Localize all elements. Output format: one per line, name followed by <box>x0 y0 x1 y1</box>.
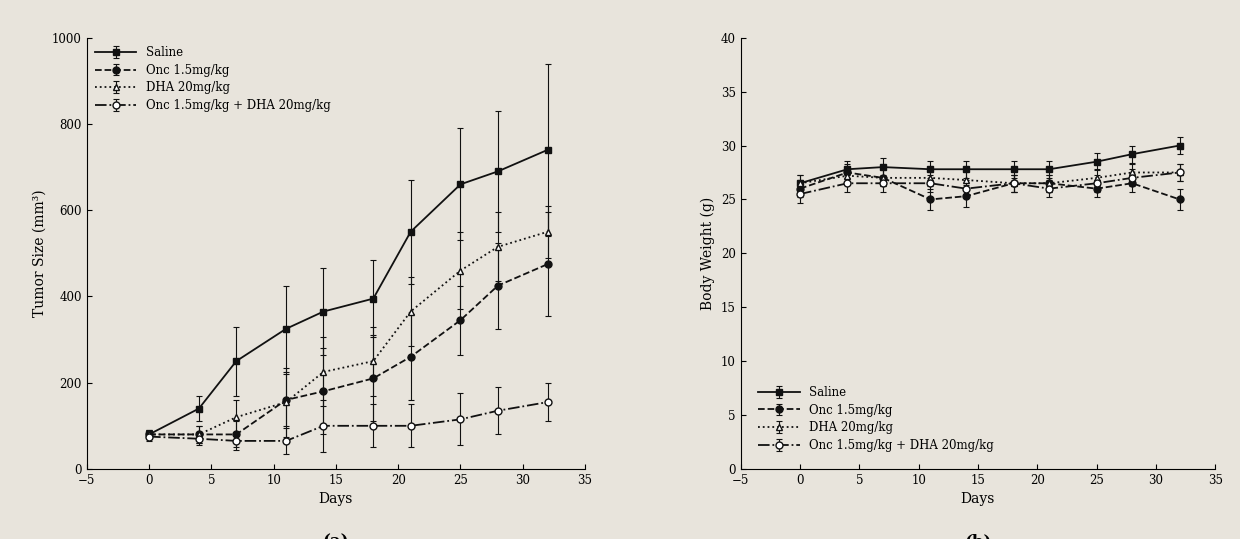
Legend: Saline, Onc 1.5mg/kg, DHA 20mg/kg, Onc 1.5mg/kg + DHA 20mg/kg: Saline, Onc 1.5mg/kg, DHA 20mg/kg, Onc 1… <box>754 381 998 457</box>
X-axis label: Days: Days <box>319 492 353 506</box>
Text: (b): (b) <box>965 534 992 539</box>
Text: (a): (a) <box>322 534 350 539</box>
Legend: Saline, Onc 1.5mg/kg, DHA 20mg/kg, Onc 1.5mg/kg + DHA 20mg/kg: Saline, Onc 1.5mg/kg, DHA 20mg/kg, Onc 1… <box>91 42 335 117</box>
X-axis label: Days: Days <box>961 492 996 506</box>
Y-axis label: Body Weight (g): Body Weight (g) <box>701 197 715 310</box>
Y-axis label: Tumor Size (mm³): Tumor Size (mm³) <box>32 190 47 317</box>
